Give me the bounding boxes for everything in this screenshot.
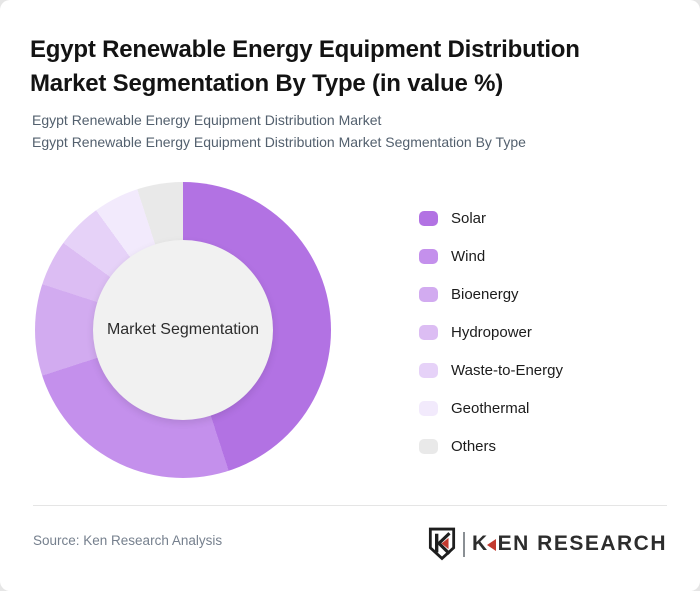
logo-wordmark: K EN RESEARCH (472, 532, 667, 556)
legend-item-waste-to-energy: Waste-to-Energy (419, 363, 563, 378)
legend-swatch (419, 439, 438, 454)
legend-label: Geothermal (451, 400, 530, 417)
legend-label: Hydropower (451, 324, 532, 341)
legend-swatch (419, 363, 438, 378)
legend-item-bioenergy: Bioenergy (419, 287, 563, 302)
footer-divider (33, 505, 667, 506)
subtitle-line-1: Egypt Renewable Energy Equipment Distrib… (32, 112, 382, 128)
legend-swatch (419, 287, 438, 302)
chart-subtitle: Egypt Renewable Energy Equipment Distrib… (32, 110, 672, 153)
legend-label: Bioenergy (451, 286, 519, 303)
legend-swatch (419, 249, 438, 264)
legend-label: Wind (451, 248, 486, 265)
shield-k-icon (428, 527, 456, 561)
ken-research-logo: K EN RESEARCH (428, 527, 667, 561)
legend-label: Solar (451, 210, 487, 227)
logo-separator (462, 531, 465, 557)
legend-item-wind: Wind (419, 249, 563, 264)
donut-chart: Market Segmentation (35, 182, 331, 478)
donut-center-label: Market Segmentation (106, 321, 260, 338)
page-title: Egypt Renewable Energy Equipment Distrib… (30, 36, 580, 97)
legend-swatch (419, 325, 438, 340)
legend-item-others: Others (419, 439, 563, 454)
legend-item-geothermal: Geothermal (419, 401, 563, 416)
donut-center: Market Segmentation (93, 240, 273, 420)
legend-label: Others (451, 438, 497, 455)
legend-swatch (419, 401, 438, 416)
source-note: Source: Ken Research Analysis (33, 533, 223, 548)
legend-swatch (419, 211, 438, 226)
logo-red-triangle-icon (486, 538, 496, 551)
legend-label: Waste-to-Energy (451, 362, 563, 379)
logo-wordmark-rest: EN RESEARCH (497, 532, 667, 555)
legend-item-solar: Solar (419, 211, 563, 226)
chart-legend: Solar Wind Bioenergy Hydropower Waste-to-Ene… (419, 211, 563, 454)
logo-wordmark-k: K (471, 532, 489, 555)
legend-item-hydropower: Hydropower (419, 325, 563, 340)
subtitle-line-2: Egypt Renewable Energy Equipment Distrib… (32, 133, 526, 150)
